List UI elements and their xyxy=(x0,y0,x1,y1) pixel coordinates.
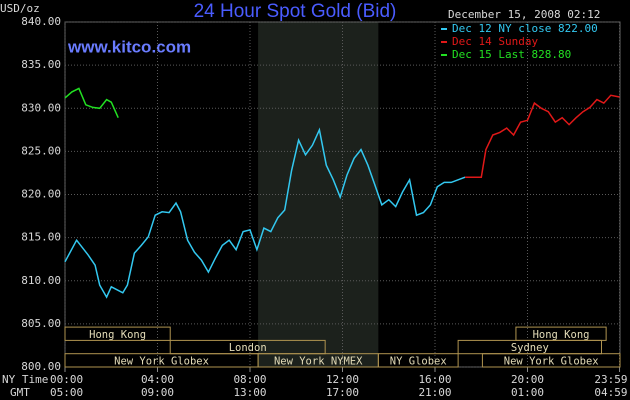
x-tick-label-gmt: 17:00 xyxy=(326,386,359,399)
x-row-label: NY Time xyxy=(2,373,48,386)
session-label: New York Globex xyxy=(504,355,599,367)
legend-entry: Dec 14 Sunday xyxy=(452,35,538,48)
session-label: Hong Kong xyxy=(533,329,590,341)
x-tick-label: 04:00 xyxy=(141,373,174,386)
session-label: London xyxy=(229,342,267,354)
legend-entry: Dec 12 NY close 822.00 xyxy=(452,22,598,35)
session-label: Hong Kong xyxy=(89,329,146,341)
session-label: Sydney xyxy=(511,342,549,354)
session-shade xyxy=(258,22,379,367)
session-box xyxy=(64,326,171,341)
x-tick-label-gmt: 05:00 xyxy=(50,386,83,399)
session-box xyxy=(377,353,459,368)
legend-entry: Dec 15 Last 828.80 xyxy=(452,48,571,61)
x-tick-label: 12:00 xyxy=(326,373,359,386)
y-tick-label: 835.00 xyxy=(21,58,61,71)
timestamp: December 15, 2008 02:12 xyxy=(448,8,600,21)
x-tick-label: 00:00 xyxy=(50,373,83,386)
x-tick-label-gmt: 01:00 xyxy=(511,386,544,399)
y-tick-label: 810.00 xyxy=(21,274,61,287)
x-tick-label: 20:00 xyxy=(511,373,544,386)
x-tick-label-gmt: 13:00 xyxy=(233,386,266,399)
price-line xyxy=(64,127,466,299)
y-tick-label: 815.00 xyxy=(21,231,61,244)
session-box xyxy=(481,353,621,368)
y-tick-label: 800.00 xyxy=(21,360,61,373)
chart-title: 24 Hour Spot Gold (Bid) xyxy=(194,1,397,22)
x-tick-label: 08:00 xyxy=(233,373,266,386)
x-tick-label-gmt: 21:00 xyxy=(418,386,451,399)
price-line xyxy=(64,87,119,119)
site-annotation: www.kitco.com xyxy=(67,37,191,56)
y-tick-label: 805.00 xyxy=(21,317,61,330)
session-label: NY Globex xyxy=(390,355,447,367)
x-row-label: GMT xyxy=(10,386,30,399)
y-tick-label: 830.00 xyxy=(21,101,61,114)
session-label: New York Globex xyxy=(114,355,209,367)
y-tick-label: 840.00 xyxy=(21,15,61,28)
x-tick-label: 16:00 xyxy=(418,373,451,386)
price-line xyxy=(465,94,620,178)
x-tick-label: 23:59 xyxy=(594,373,627,386)
session-label: New York NYMEX xyxy=(274,355,363,367)
y-tick-label: 825.00 xyxy=(21,144,61,157)
x-tick-label-gmt: 09:00 xyxy=(141,386,174,399)
y-tick-label: 820.00 xyxy=(21,188,61,201)
x-tick-label-gmt: 04:59 xyxy=(594,386,627,399)
y-axis-label: USD/oz xyxy=(0,2,40,15)
